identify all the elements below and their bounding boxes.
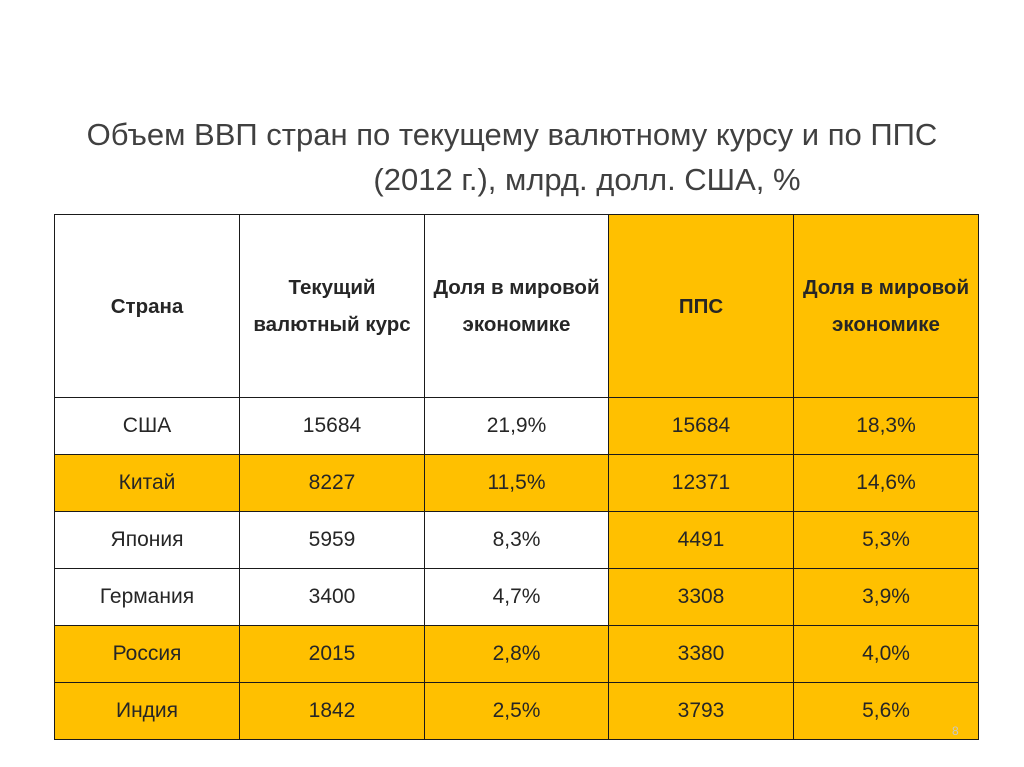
cell-exchange-rate: 3400 — [239, 568, 425, 626]
cell-share-exchange: 2,5% — [424, 682, 609, 740]
cell-share-ppp: 5,3% — [793, 511, 979, 569]
cell-ppp: 3380 — [608, 625, 794, 683]
cell-country: Индия — [54, 682, 240, 740]
header-country: Страна — [54, 214, 240, 398]
title-line-2: (2012 г.), млрд. долл. США, % — [373, 162, 801, 197]
cell-country: Китай — [54, 454, 240, 512]
cell-exchange-rate: 5959 — [239, 511, 425, 569]
page-number: 8 — [952, 724, 959, 738]
table-row: Германия 3400 4,7% 3308 3,9% — [54, 568, 979, 626]
table-row: Индия 1842 2,5% 3793 5,6% — [54, 682, 979, 740]
cell-share-ppp: 4,0% — [793, 625, 979, 683]
cell-ppp: 3793 — [608, 682, 794, 740]
cell-country: Россия — [54, 625, 240, 683]
cell-share-exchange: 2,8% — [424, 625, 609, 683]
cell-share-exchange: 11,5% — [424, 454, 609, 512]
cell-share-ppp: 3,9% — [793, 568, 979, 626]
cell-share-exchange: 21,9% — [424, 397, 609, 455]
table-row: Япония 5959 8,3% 4491 5,3% — [54, 511, 979, 569]
cell-country: Япония — [54, 511, 240, 569]
cell-exchange-rate: 15684 — [239, 397, 425, 455]
cell-exchange-rate: 1842 — [239, 682, 425, 740]
table-row: Китай 8227 11,5% 12371 14,6% — [54, 454, 979, 512]
table-row: США 15684 21,9% 15684 18,3% — [54, 397, 979, 455]
header-share-exchange: Доля в мировой экономике — [424, 214, 609, 398]
header-ppp: ППС — [608, 214, 794, 398]
gdp-table: Страна Текущий валютный курс Доля в миро… — [54, 214, 979, 740]
cell-share-ppp: 5,6% — [793, 682, 979, 740]
cell-country: США — [54, 397, 240, 455]
cell-ppp: 15684 — [608, 397, 794, 455]
cell-ppp: 4491 — [608, 511, 794, 569]
cell-exchange-rate: 2015 — [239, 625, 425, 683]
title-line-1: Объем ВВП стран по текущему валютному ку… — [86, 117, 938, 152]
cell-country: Германия — [54, 568, 240, 626]
cell-share-ppp: 14,6% — [793, 454, 979, 512]
table-row: Россия 2015 2,8% 3380 4,0% — [54, 625, 979, 683]
header-share-ppp: Доля в мировой экономике — [793, 214, 979, 398]
cell-share-ppp: 18,3% — [793, 397, 979, 455]
table-header-row: Страна Текущий валютный курс Доля в миро… — [54, 214, 979, 398]
slide-title: Объем ВВП стран по текущему валютному ку… — [60, 112, 964, 202]
header-exchange-rate: Текущий валютный курс — [239, 214, 425, 398]
cell-exchange-rate: 8227 — [239, 454, 425, 512]
cell-share-exchange: 8,3% — [424, 511, 609, 569]
cell-share-exchange: 4,7% — [424, 568, 609, 626]
cell-ppp: 3308 — [608, 568, 794, 626]
cell-ppp: 12371 — [608, 454, 794, 512]
